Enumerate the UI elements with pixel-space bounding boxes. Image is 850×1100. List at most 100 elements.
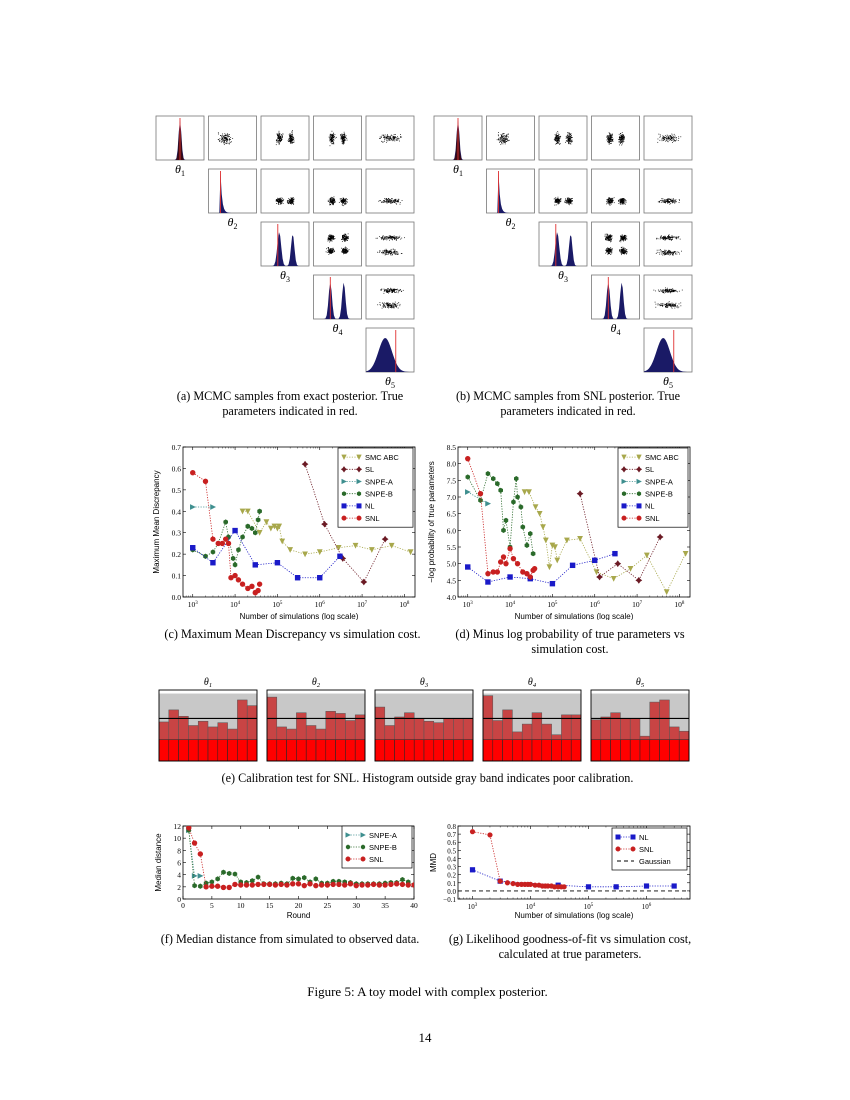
y-tick-label: 4 xyxy=(177,871,181,880)
scatter-panel xyxy=(365,274,415,320)
parameter-label: θ2 xyxy=(506,215,516,231)
y-tick-label: 0.2 xyxy=(447,872,456,880)
data-point xyxy=(388,881,394,888)
x-tick-label: 15 xyxy=(266,901,274,910)
data-point xyxy=(232,871,238,877)
data-point xyxy=(356,454,362,460)
data-point xyxy=(230,555,236,562)
parameter-label: θ2 xyxy=(228,215,238,231)
data-point xyxy=(614,560,622,568)
data-point xyxy=(514,560,521,567)
x-tick-label: 104 xyxy=(505,600,516,609)
data-point xyxy=(232,881,238,888)
data-point xyxy=(191,840,198,846)
marginal-histogram: θ2 xyxy=(208,168,257,231)
x-tick-label: 5 xyxy=(210,901,214,910)
data-point xyxy=(335,545,342,551)
legend-label: NL xyxy=(645,502,655,511)
data-point xyxy=(360,578,368,586)
parameter-label: θ5 xyxy=(663,374,673,390)
parameter-label: θ1 xyxy=(453,162,463,178)
data-point xyxy=(313,876,319,882)
data-point xyxy=(295,881,302,887)
panel-title: θ2 xyxy=(312,677,321,689)
data-point xyxy=(313,882,319,889)
y-tick-label: 0.5 xyxy=(447,847,456,855)
series-line xyxy=(188,827,414,888)
y-tick-label: 0.5 xyxy=(172,486,182,495)
data-point xyxy=(239,581,246,587)
data-point xyxy=(345,844,351,850)
data-point xyxy=(255,517,261,523)
corner-plot-b: θ1 θ2 θ3 θ4 θ5 xyxy=(433,115,693,390)
data-point xyxy=(223,519,228,525)
y-tick-label: 0.2 xyxy=(172,550,182,559)
data-point xyxy=(330,881,336,888)
x-tick-label: 103 xyxy=(468,903,478,911)
data-point xyxy=(564,537,570,544)
x-tick-label: 104 xyxy=(526,903,536,911)
data-point xyxy=(209,883,215,889)
data-point xyxy=(238,882,244,888)
data-point xyxy=(190,545,196,551)
calibration-panel-4: θ4 xyxy=(482,677,582,762)
data-point xyxy=(321,520,328,528)
data-point xyxy=(365,882,371,888)
data-point xyxy=(530,551,536,557)
figure-caption: Figure 5: A toy model with complex poste… xyxy=(307,984,548,999)
data-point xyxy=(324,882,331,888)
data-point xyxy=(336,881,342,888)
data-point xyxy=(497,878,503,884)
data-point xyxy=(620,466,628,473)
series-layer xyxy=(458,829,690,892)
data-point xyxy=(252,562,258,568)
y-tick-label: 0.4 xyxy=(172,507,182,516)
data-point xyxy=(240,534,245,540)
y-tick-label: 0.7 xyxy=(447,831,456,839)
data-point xyxy=(405,882,411,888)
data-point xyxy=(465,489,471,495)
data-point xyxy=(485,579,491,585)
y-tick-label: 6.0 xyxy=(447,526,457,535)
data-point xyxy=(528,531,533,537)
data-point xyxy=(287,547,294,553)
parameter-label: θ1 xyxy=(175,162,185,178)
marginal-histogram: θ5 xyxy=(365,327,415,390)
data-point xyxy=(239,508,246,515)
data-point xyxy=(621,515,627,521)
data-point xyxy=(635,576,643,584)
y-tick-label: 0.7 xyxy=(172,443,182,452)
y-tick-label: 5.5 xyxy=(447,543,457,552)
data-point xyxy=(515,494,520,500)
data-point xyxy=(221,869,226,875)
y-tick-label: 0.8 xyxy=(447,823,456,831)
y-tick-label: 0.1 xyxy=(172,572,182,581)
data-point xyxy=(613,884,619,890)
data-point xyxy=(340,466,348,473)
scatter-panel xyxy=(313,221,362,267)
data-point xyxy=(245,585,251,592)
data-point xyxy=(485,500,492,507)
x-tick-label: 0 xyxy=(181,901,185,910)
data-point xyxy=(210,549,216,555)
legend-label: SNL xyxy=(365,514,380,523)
data-point xyxy=(222,536,229,542)
scatter-panel xyxy=(591,168,640,214)
data-point xyxy=(302,875,307,881)
data-point xyxy=(636,503,642,509)
legend-label: SL xyxy=(645,465,654,474)
legend: NL SNL Gaussian xyxy=(611,827,688,871)
data-point xyxy=(274,560,281,566)
y-tick-label: 7.0 xyxy=(447,493,457,502)
y-tick-label: 12 xyxy=(174,822,182,831)
x-tick-label: 35 xyxy=(381,901,389,910)
chart-likelihood-mmd: −0.10.00.10.20.30.40.50.60.70.8 103 104 105… xyxy=(429,823,691,920)
marginal-histogram: θ3 xyxy=(260,221,310,284)
calibration-histograms: θ1 θ2 θ3 θ4 θ5 xyxy=(158,677,690,762)
parameter-label: θ4 xyxy=(611,321,621,337)
data-point xyxy=(290,875,295,881)
data-point xyxy=(243,882,250,888)
series-line xyxy=(192,529,341,579)
data-point xyxy=(232,562,238,568)
